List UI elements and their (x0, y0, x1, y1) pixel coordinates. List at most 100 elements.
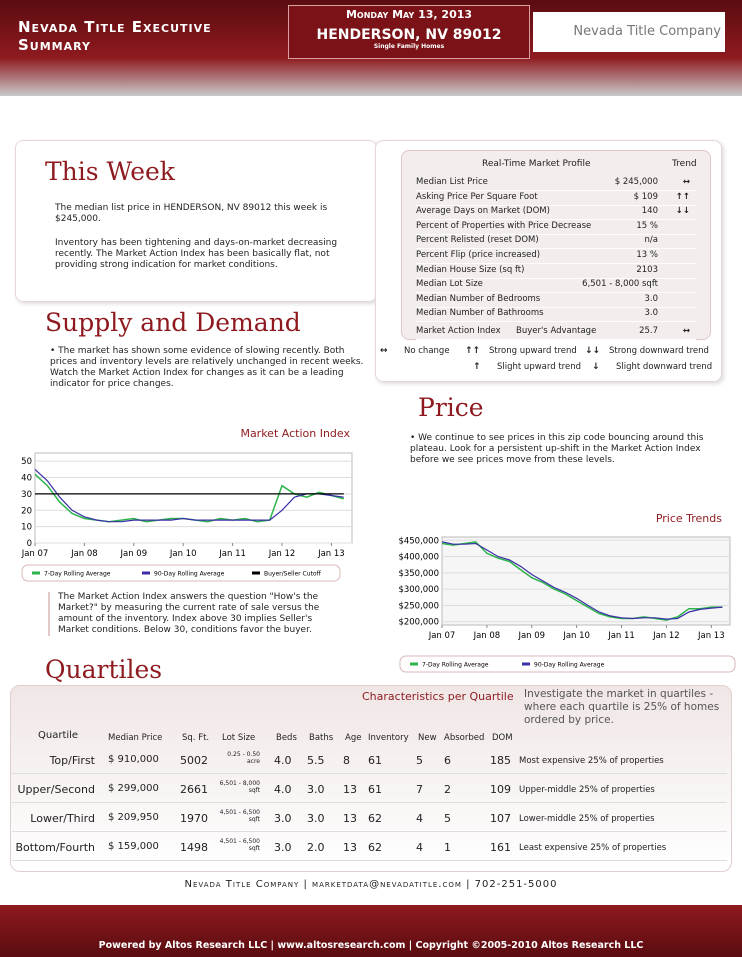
cell: 3.0 (274, 812, 292, 825)
cell: 4.0 (274, 754, 292, 767)
value: n/a (644, 235, 658, 246)
trend: ↔ (682, 326, 690, 336)
this-week-box (15, 140, 377, 302)
cell: Bottom/Fourth (15, 841, 96, 854)
x-tick-label: Jan 10 (562, 631, 590, 641)
row-divider (12, 860, 727, 861)
profile-row: Asking Price Per Square Foot $ 109 ↑↑ (416, 192, 696, 206)
profile-row: Percent of Properties with Price Decreas… (416, 221, 696, 235)
legend-label: 90-Day Rolling Average (534, 662, 605, 669)
chart-title: Market Action Index (240, 427, 350, 440)
column-header: Lot Size (222, 733, 256, 743)
value: 2103 (636, 264, 658, 275)
label: Percent Relisted (reset DOM) (416, 235, 539, 246)
column-header: Inventory (368, 733, 409, 743)
legend-label: 90-Day Rolling Average (154, 571, 225, 578)
label: Asking Price Per Square Foot (416, 191, 538, 202)
paragraph: • The market has shown some evidence of … (50, 346, 364, 389)
value: 3.0 (644, 293, 658, 304)
cell: 5 (416, 754, 423, 767)
y-tick-label: $300,000 (398, 585, 439, 595)
cell: 6 (444, 754, 451, 767)
description: Least expensive 25% of properties (519, 843, 667, 853)
cell: 4 (416, 812, 423, 825)
profile-row: Median House Size (sq ft) 2103 (416, 265, 696, 279)
legend-symbol: ↑↑ (465, 346, 481, 356)
y-tick-label: $350,000 (398, 569, 439, 579)
profile-row: Median Lot Size 6,501 - 8,000 sqft (416, 279, 696, 294)
cell: 1970 (180, 812, 208, 825)
paragraph: • We continue to see prices in this zip … (410, 433, 704, 465)
cell: 6,501 - 8,000 sqft (219, 780, 260, 794)
text: We continue to see prices in this zip co… (410, 433, 704, 465)
y-tick-label: $200,000 (398, 618, 439, 628)
legend-label: 7-Day Rolling Average (44, 571, 111, 578)
profile-row: Percent Relisted (reset DOM) n/a (416, 235, 696, 250)
legend-symbol: ↑ (473, 362, 481, 372)
row-divider (12, 802, 727, 803)
legend-label: Strong upward trend (489, 346, 577, 356)
column-header: Age (345, 733, 362, 743)
legend-symbol: ↓ (592, 362, 600, 372)
heading: Supply and Demand (45, 308, 301, 337)
column-header: New (418, 733, 437, 743)
y-tick-label: 50 (21, 457, 32, 467)
date: Monday May 13, 2013 (345, 8, 473, 21)
x-tick-label: Jan 13 (697, 631, 725, 641)
legend-label: Slight upward trend (497, 362, 581, 372)
x-tick-label: Jan 10 (169, 549, 197, 559)
y-tick-label: 30 (21, 490, 32, 500)
x-tick-label: Jan 08 (473, 631, 501, 641)
cell: 5002 (180, 754, 208, 767)
cell: $ 299,000 (108, 783, 159, 794)
trend: ↓↓ (675, 206, 690, 217)
footer-text: Powered by Altos Research LLC | www.alto… (98, 940, 644, 951)
legend-label: 7-Day Rolling Average (422, 662, 489, 669)
column-header: Absorbed (444, 733, 485, 743)
x-tick-label: Jan 09 (119, 549, 147, 559)
column-header: Median Price (108, 733, 163, 743)
y-tick-label: 10 (21, 523, 32, 533)
series-line (34, 468, 344, 523)
quartile-subtitle: Characteristics per Quartile (362, 690, 514, 703)
legend-symbol: ↓↓ (585, 346, 601, 356)
y-tick-label: 20 (21, 506, 32, 516)
cell: 61 (368, 754, 382, 767)
profile-row: Median Number of Bathrooms 3.0 (416, 308, 696, 323)
cell: 3.0 (307, 783, 325, 796)
cell: 1498 (180, 841, 208, 854)
x-tick-label: Jan 13 (317, 549, 345, 559)
label: Percent Flip (price increased) (416, 250, 541, 260)
cell: 4,501 - 6,500 sqft (219, 838, 260, 852)
trend: ↑↑ (675, 191, 690, 202)
value: 3.0 (644, 308, 658, 319)
cell: $ 910,000 (108, 754, 159, 765)
profile-row: Market Action Index Buyer's Advantage 25.7… (416, 326, 696, 340)
footer-band (0, 905, 742, 957)
trend: ↔ (682, 177, 690, 187)
column-header: Sq. Ft. (182, 733, 210, 743)
trend-header: Trend (672, 159, 697, 169)
y-tick-label: 40 (21, 474, 32, 484)
row-divider (12, 773, 727, 774)
x-tick-label: Jan 09 (517, 631, 545, 641)
cell: 62 (368, 812, 382, 825)
x-tick-label: Jan 07 (428, 631, 456, 641)
cell: 161 (490, 841, 511, 854)
value: 140 (641, 206, 658, 217)
cell: $ 209,950 (108, 812, 159, 823)
x-tick-label: Jan 11 (218, 549, 246, 559)
cell: 2.0 (307, 841, 325, 854)
column-header: Quartile (38, 730, 79, 741)
note: Buyer's Advantage (516, 326, 597, 336)
cell: 185 (490, 754, 511, 767)
row-divider (12, 831, 727, 832)
label: Median Lot Size (416, 279, 483, 290)
label: Median Number of Bedrooms (416, 293, 541, 304)
y-tick-label: $450,000 (398, 536, 439, 546)
label: Market Action Index (416, 326, 501, 336)
cell: Lower/Third (30, 812, 95, 825)
value: 25.7 (639, 326, 658, 336)
value: $ 109 (633, 191, 658, 202)
profile-row: Median Number of Bedrooms 3.0 (416, 294, 696, 308)
